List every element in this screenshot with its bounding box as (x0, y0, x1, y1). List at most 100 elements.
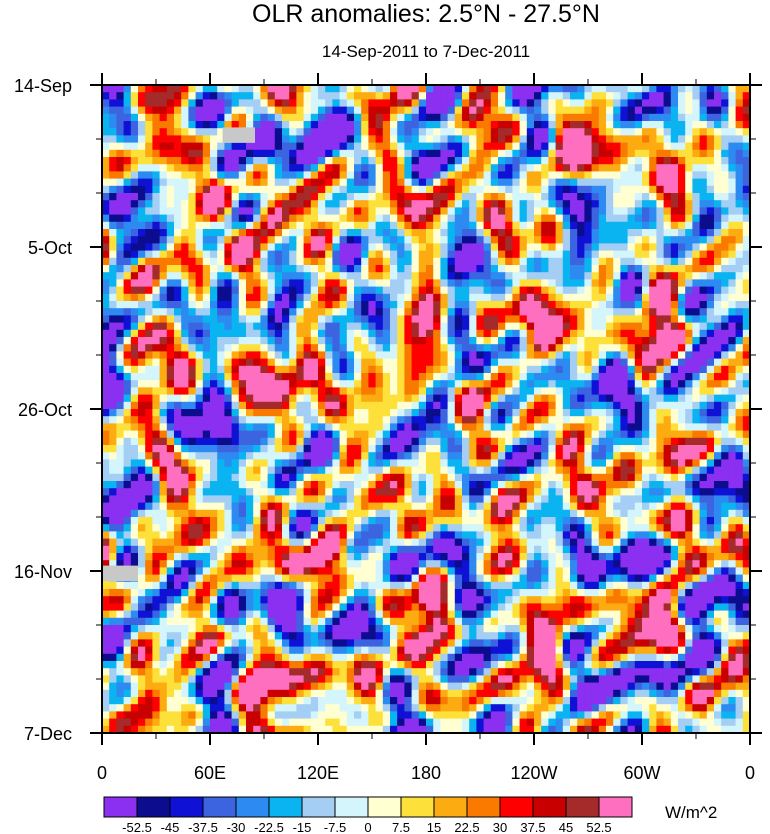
field-cell (678, 473, 686, 482)
field-cell (361, 106, 369, 115)
field-cell (289, 416, 297, 424)
field-cell (454, 423, 463, 432)
field-cell (476, 344, 485, 352)
field-cell (591, 301, 600, 309)
field-cell (728, 293, 737, 302)
field-cell (663, 315, 672, 324)
field-cell (519, 322, 528, 331)
field-cell (490, 416, 499, 424)
field-cell (145, 315, 153, 324)
field-cell (699, 135, 708, 144)
field-cell (678, 128, 686, 136)
field-cell (102, 308, 110, 316)
field-cell (555, 85, 564, 93)
field-cell (202, 113, 211, 122)
field-cell (195, 409, 204, 417)
field-cell (426, 401, 434, 410)
field-cell (735, 308, 744, 316)
field-cell (634, 214, 643, 223)
field-cell (310, 409, 319, 417)
field-cell (318, 200, 326, 208)
field-cell (512, 193, 521, 201)
field-cell (670, 286, 679, 295)
field-cell (246, 207, 254, 216)
field-cell (253, 243, 261, 252)
field-cell (267, 142, 276, 151)
field-cell (678, 257, 686, 266)
field-cell (418, 459, 427, 468)
field-cell (231, 380, 240, 388)
field-cell (469, 387, 477, 396)
field-cell (642, 423, 650, 432)
field-cell (505, 387, 513, 396)
field-cell (548, 459, 557, 468)
field-cell (102, 437, 110, 446)
field-cell (649, 308, 657, 316)
field-cell (570, 301, 578, 309)
field-cell (253, 423, 261, 432)
field-cell (246, 322, 254, 331)
field-cell (361, 481, 369, 489)
field-cell (246, 358, 254, 367)
field-cell (627, 214, 636, 223)
field-cell (505, 243, 513, 252)
field-cell (498, 337, 506, 345)
field-cell (562, 113, 571, 122)
field-cell (318, 423, 326, 432)
field-cell (296, 214, 305, 223)
field-cell (742, 279, 750, 288)
field-cell (102, 481, 110, 489)
field-cell (548, 315, 557, 324)
field-cell (274, 164, 283, 172)
field-cell (526, 221, 535, 230)
field-cell (634, 401, 643, 410)
field-cell (390, 409, 398, 417)
field-cell (195, 85, 204, 93)
field-cell (584, 452, 593, 460)
field-cell (231, 308, 240, 316)
field-cell (562, 243, 571, 252)
field-cell (454, 243, 463, 252)
field-cell (159, 135, 168, 144)
field-cell (483, 135, 492, 144)
field-cell (577, 178, 585, 187)
field-cell (318, 351, 326, 360)
field-cell (562, 409, 571, 417)
field-cell (433, 351, 441, 360)
field-cell (721, 430, 729, 439)
field-cell (447, 265, 456, 273)
field-cell (627, 365, 636, 374)
field-cell (390, 193, 398, 201)
field-cell (195, 423, 204, 432)
field-cell (123, 164, 132, 172)
field-cell (318, 164, 326, 172)
field-cell (649, 358, 657, 367)
field-cell (721, 459, 729, 468)
field-cell (325, 394, 333, 403)
field-cell (325, 481, 333, 489)
field-cell (260, 229, 269, 237)
field-cell (116, 351, 125, 360)
field-cell (138, 430, 146, 439)
field-cell (116, 437, 125, 446)
field-cell (109, 301, 117, 309)
field-cell (670, 365, 679, 374)
field-cell (339, 473, 348, 482)
field-cell (555, 157, 564, 165)
field-cell (728, 473, 737, 482)
field-cell (145, 452, 153, 460)
field-cell (634, 85, 643, 93)
field-cell (555, 301, 564, 309)
field-cell (109, 149, 117, 158)
field-cell (310, 229, 319, 237)
field-cell (656, 351, 665, 360)
field-cell (584, 92, 593, 100)
field-cell (476, 394, 485, 403)
field-cell (584, 279, 593, 288)
field-cell (742, 423, 750, 432)
field-cell (375, 445, 384, 453)
field-cell (498, 200, 506, 208)
field-cell (152, 149, 161, 158)
field-cell (613, 250, 621, 259)
field-cell (310, 221, 319, 230)
